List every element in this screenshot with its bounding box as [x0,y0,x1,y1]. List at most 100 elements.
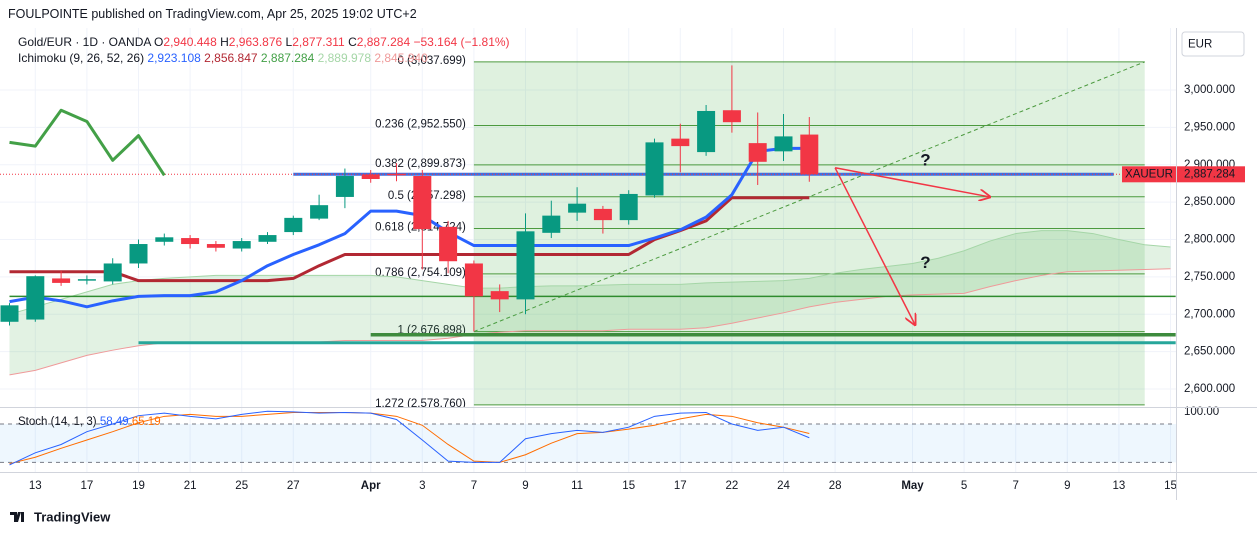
x-tick-label: 19 [132,480,145,492]
x-tick-label: 3 [419,480,425,492]
symbol-badge [1122,166,1176,183]
x-tick-label: 9 [522,480,528,492]
publisher: FOULPOINTE published on TradingView.com,… [8,7,417,21]
fib-label: 1.272 (2,578.760) [375,398,466,410]
x-tick-label: 28 [829,480,842,492]
stoch-k [9,410,810,466]
x-tick-label: 21 [184,480,197,492]
indicator-value: 2,887.284 [260,51,315,65]
y-tick-label: 2,700.000 [1184,308,1235,320]
candle-body [361,174,380,180]
indicator-value: 2,856.847 [204,51,258,65]
candle-body [26,276,45,320]
legend-row: Ichimoku (9, 26, 52, 26) 2,923.108 2,856… [18,51,428,65]
change: −53.164 [413,35,458,49]
candle-body [155,237,174,242]
fib-label: 0.786 (2,754.109) [375,267,466,279]
y-tick-label: 2,600.000 [1184,383,1235,395]
change-pct: (−1.81%) [460,35,510,49]
fib-label: 0.236 (2,952.550) [375,119,466,131]
stoch-tick-label: 100.00 [1184,406,1219,418]
x-tick-label: 15 [622,480,635,492]
quote-value: 2,963.876 [228,35,283,49]
lagging-line [9,108,166,177]
candle-body [593,208,612,221]
annotation: ? [920,253,930,272]
fib-label: 0.382 (2,899.873) [375,158,466,170]
x-tick-label: 5 [961,480,967,492]
footer-brand: TradingView [34,509,111,524]
currency: EUR [1188,39,1212,51]
legend-row: Stoch (14, 1, 3) 58.49 65.19 [18,416,161,428]
y-tick-label: 2,650.000 [1184,346,1235,358]
legend-row: Gold/EUR · 1D · OANDA O2,940.448 H2,963.… [18,35,510,49]
y-tick-label: 2,850.000 [1184,196,1235,208]
candle-body [516,231,535,300]
stoch-k-value: 58.49 [99,416,129,428]
candle-body [335,176,354,197]
quote-value: 2,877.311 [292,35,345,49]
indicator-name: Ichimoku (9, 26, 52, 26) [18,51,145,65]
y-tick-label: 2,750.000 [1184,271,1235,283]
candle-body [413,176,432,230]
candle-body [697,110,716,153]
x-tick-label: 27 [287,480,300,492]
candle-body [387,173,406,176]
annotation: ? [920,151,930,170]
x-tick-label: May [901,480,924,492]
quote-key: L [285,35,293,49]
x-tick-label: 15 [1164,480,1177,492]
candle-body [232,241,251,249]
x-tick-label: 7 [1012,480,1018,492]
candle-body [645,142,664,196]
trend-line [473,61,1145,333]
y-tick-label: 2,800.000 [1184,234,1235,246]
candle-body [0,305,19,322]
stoch-pane [0,408,1176,472]
fib-label: 0 (3,037.699) [397,55,466,67]
candle-body [284,217,303,233]
x-tick-label: 25 [235,480,248,492]
indicator-value: 2,845.940 [374,51,428,65]
tenkan-line [9,146,810,309]
price-badge-label: 2,887.284 [1184,168,1236,180]
x-tick-label: 9 [1064,480,1070,492]
y-tick-label: 2,950.000 [1184,121,1235,133]
x-tick-label: 17 [674,480,687,492]
axes: 2,600.000 2,650.000 2,700.000 2,750.000 2,80… [29,84,1245,492]
candle-body [77,279,96,281]
candle-body [52,278,71,283]
candle-body [671,138,690,147]
indicator-value: 2,889.978 [317,51,372,65]
x-tick-label: 17 [81,480,94,492]
candle-body [619,193,638,221]
candle-body [568,203,587,213]
symbol: Gold/EUR · 1D · OANDA [18,35,151,49]
currency-box[interactable] [1181,31,1245,57]
quote-value: 2,940.448 [163,35,217,49]
indicator-value: 2,923.108 [147,51,201,65]
indicator-name: Stoch (14, 1, 3) [18,416,97,428]
candle-body [103,263,122,282]
candle-body [800,134,819,175]
span-a [9,230,1171,315]
x-tick-label: 13 [1113,480,1126,492]
x-tick-label: 11 [571,480,583,492]
candle-body [490,291,509,300]
quote-value: 2,887.284 [356,35,411,49]
x-tick-label: 7 [471,480,477,492]
x-tick-label: Apr [361,480,381,492]
quote-key: H [220,35,229,49]
ichimoku-cloud [9,230,1171,375]
stoch-d [9,411,810,465]
candle-body [774,136,793,152]
candle-body [258,235,277,242]
main-pane: 0 (3,037.699) 0.236 (2,952.550) 0.382 (2,8… [0,28,1176,410]
candle-body [748,143,767,162]
stoch-band [0,424,1176,463]
price-badge [1177,166,1245,183]
candle-body [206,244,225,248]
candle-body [439,226,458,262]
x-tick-label: 13 [29,480,42,492]
